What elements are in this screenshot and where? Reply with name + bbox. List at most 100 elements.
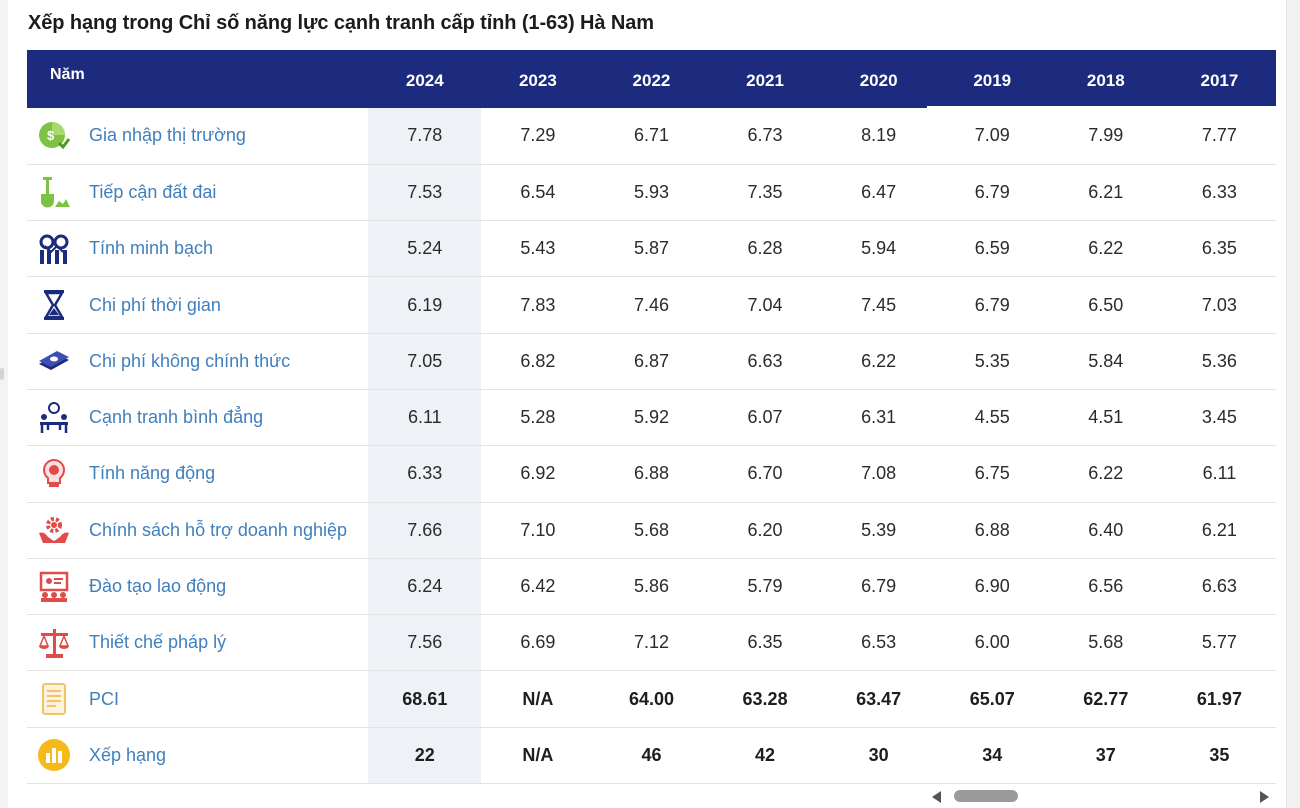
value-cell: 5.77: [1162, 614, 1276, 672]
hourglass-icon: [36, 287, 72, 323]
market-entry-icon: $: [36, 118, 72, 154]
row-label[interactable]: PCI: [89, 688, 120, 709]
value-cell: 6.63: [708, 333, 822, 390]
value-cell: 63.28: [708, 670, 822, 728]
header-row: Năm 2024 2023 2022 2021 2020 2019 2018 2…: [27, 50, 1276, 108]
row-label[interactable]: Gia nhập thị trường: [89, 125, 246, 146]
value-cell: 6.75: [935, 445, 1049, 503]
row-label-cell: Chi phí thời gian: [27, 276, 369, 334]
value-cell: 6.07: [708, 389, 822, 447]
value-cell: 6.20: [708, 502, 822, 559]
value-cell: 5.28: [481, 389, 595, 447]
header-year-2020: 2020: [821, 50, 936, 108]
value-cell: 6.71: [594, 108, 709, 165]
dynamism-icon: [36, 456, 72, 492]
pci-document-icon: [36, 681, 72, 717]
value-cell: 6.69: [481, 614, 595, 672]
row-label[interactable]: Tiếp cận đất đai: [89, 181, 217, 202]
value-cell: 6.47: [821, 164, 936, 222]
header-year-label: Năm: [27, 50, 369, 108]
vertical-scrollbar-track[interactable]: [1286, 0, 1300, 808]
value-cell: 6.90: [935, 558, 1049, 616]
table-row: Thiết chế pháp lý 7.56 6.69 7.12 6.35 6.…: [27, 614, 1276, 672]
value-cell: 7.12: [594, 614, 709, 672]
row-label-cell: Chi phí không chính thức: [27, 333, 369, 390]
row-label-cell: Cạnh tranh bình đẳng: [27, 389, 369, 447]
row-label[interactable]: Cạnh tranh bình đẳng: [89, 407, 264, 428]
row-label[interactable]: Xếp hạng: [89, 744, 167, 765]
row-label[interactable]: Tính năng động: [89, 463, 216, 484]
left-edge: [0, 0, 8, 808]
table-row: Chi phí thời gian 6.19 7.83 7.46 7.04 7.…: [27, 276, 1276, 334]
table-body: $ Gia nhập thị trường 7.78 7.29 6.71 6.7…: [27, 108, 1276, 785]
row-label-cell: Xếp hạng: [27, 727, 369, 785]
value-cell: 6.22: [1048, 445, 1163, 503]
value-cell: 6.56: [1048, 558, 1163, 616]
value-cell: 5.92: [594, 389, 709, 447]
value-cell: 6.79: [935, 164, 1049, 222]
row-label[interactable]: Thiết chế pháp lý: [89, 632, 227, 653]
value-cell: 6.54: [481, 164, 595, 222]
value-cell: 6.24: [368, 558, 482, 616]
value-cell: 62.77: [1048, 670, 1163, 728]
value-cell: 6.70: [708, 445, 822, 503]
value-cell: 6.88: [935, 502, 1049, 559]
value-cell: 5.79: [708, 558, 822, 616]
value-cell: 35: [1162, 727, 1276, 785]
value-cell: 5.35: [935, 333, 1049, 390]
value-cell: 7.78: [368, 108, 482, 165]
value-cell: 6.22: [821, 333, 936, 390]
row-label[interactable]: Chi phí không chính thức: [89, 350, 291, 371]
value-cell: 6.79: [821, 558, 936, 616]
value-cell: 6.31: [821, 389, 936, 447]
ranking-chart-icon: [36, 737, 72, 773]
value-cell: N/A: [481, 727, 595, 785]
table-row: Tính minh bạch 5.24 5.43 5.87 6.28 5.94 …: [27, 220, 1276, 278]
value-cell: 6.88: [594, 445, 709, 503]
value-cell: 6.50: [1048, 276, 1163, 334]
value-cell: 7.83: [481, 276, 595, 334]
value-cell: 4.55: [935, 389, 1049, 447]
equal-competition-icon: [36, 400, 72, 436]
value-cell: 7.29: [481, 108, 595, 165]
table-row: $ Gia nhập thị trường 7.78 7.29 6.71 6.7…: [27, 108, 1276, 165]
value-cell: 5.43: [481, 220, 595, 278]
value-cell: 6.11: [368, 389, 482, 447]
header-underline: [927, 106, 1276, 108]
land-access-icon: [36, 174, 72, 210]
business-support-icon: [36, 512, 72, 548]
value-cell: 7.08: [821, 445, 936, 503]
value-cell: 61.97: [1162, 670, 1276, 728]
value-cell: 64.00: [594, 670, 709, 728]
row-label[interactable]: Đào tạo lao động: [89, 576, 227, 597]
row-label[interactable]: Chi phí thời gian: [89, 294, 221, 315]
scroll-left-arrow-icon[interactable]: [932, 791, 941, 803]
svg-text:$: $: [47, 128, 55, 143]
value-cell: 5.94: [821, 220, 936, 278]
row-label-cell: Thiết chế pháp lý: [27, 614, 369, 672]
value-cell: 6.21: [1048, 164, 1163, 222]
value-cell: 7.03: [1162, 276, 1276, 334]
labor-training-icon: [36, 569, 72, 605]
scroll-right-arrow-icon[interactable]: [1260, 791, 1269, 803]
row-label-cell: Tính minh bạch: [27, 220, 369, 278]
value-cell: 6.33: [1162, 164, 1276, 222]
scrollbar-thumb[interactable]: [954, 790, 1018, 802]
value-cell: 6.35: [1162, 220, 1276, 278]
pci-table-container: Năm 2024 2023 2022 2021 2020 2019 2018 2…: [27, 50, 1276, 785]
value-cell: 34: [935, 727, 1049, 785]
table-row: PCI 68.61 N/A 64.00 63.28 63.47 65.07 62…: [27, 670, 1276, 728]
left-edge-mark: [0, 368, 4, 380]
header-year-2024: 2024: [368, 50, 482, 108]
row-label[interactable]: Tính minh bạch: [89, 238, 214, 259]
value-cell: 6.22: [1048, 220, 1163, 278]
pci-table: Năm 2024 2023 2022 2021 2020 2019 2018 2…: [27, 50, 1276, 785]
value-cell: 42: [708, 727, 822, 785]
value-cell: 7.53: [368, 164, 482, 222]
transparency-icon: [36, 231, 72, 267]
table-row: Tính năng động 6.33 6.92 6.88 6.70 7.08 …: [27, 445, 1276, 503]
value-cell: 22: [368, 727, 482, 785]
horizontal-scrollbar[interactable]: [928, 788, 1273, 804]
row-label[interactable]: Chính sách hỗ trợ doanh nghiệp: [89, 519, 347, 540]
